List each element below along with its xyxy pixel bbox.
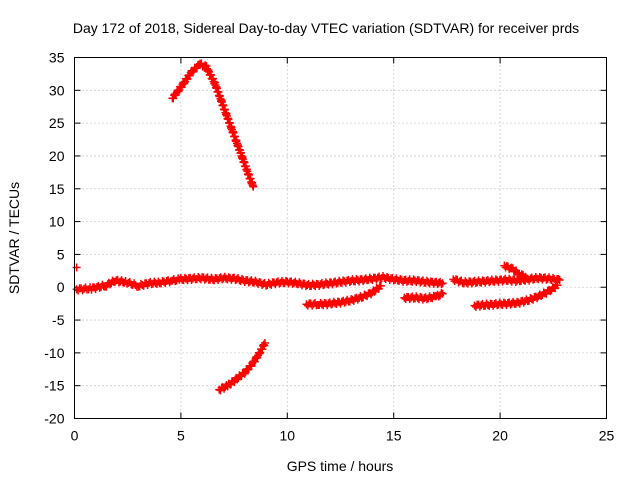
plot-frame: [74, 57, 607, 419]
x-axis-label: GPS time / hours: [287, 458, 394, 474]
x-tick-label: 0: [71, 428, 79, 444]
y-tick-label: 25: [49, 115, 65, 131]
data-point: [376, 281, 385, 290]
axis-ticks: [74, 57, 607, 419]
y-tick-label: 35: [49, 50, 65, 66]
data-point: [555, 276, 564, 285]
y-tick-label: -15: [44, 378, 64, 394]
y-tick-label: 15: [49, 181, 65, 197]
x-tick-label: 10: [280, 428, 296, 444]
x-tick-label: 5: [177, 428, 185, 444]
y-tick-label: -10: [44, 345, 64, 361]
x-tick-label: 15: [386, 428, 402, 444]
x-tick-label: 25: [599, 428, 615, 444]
y-tick-label: 20: [49, 148, 65, 164]
data-point: [260, 339, 269, 348]
x-tick-label: 20: [492, 428, 508, 444]
data-point: [174, 87, 183, 96]
y-tick-label: -5: [52, 312, 65, 328]
y-tick-label: 10: [49, 214, 65, 230]
y-tick-label: 5: [57, 246, 65, 262]
data-points: [72, 59, 564, 395]
data-point: [520, 273, 529, 282]
y-tick-label: 30: [49, 82, 65, 98]
y-axis-label: SDTVAR / TECUs: [6, 182, 22, 294]
y-tick-label: -20: [44, 411, 64, 427]
data-point: [553, 281, 562, 290]
chart-title: Day 172 of 2018, Sidereal Day-to-day VTE…: [73, 20, 579, 36]
data-point: [249, 182, 258, 191]
data-point: [521, 272, 530, 281]
data-point: [72, 263, 81, 272]
grid-lines: [74, 57, 607, 419]
tick-labels: 0 5 10 15 20 25 -20 -15 -10 -5 0 5 10 15 20 25 30 35: [44, 50, 614, 444]
data-point: [438, 289, 447, 298]
data-point: [437, 288, 446, 297]
data-point: [180, 79, 189, 88]
data-point: [438, 279, 447, 288]
data-point: [554, 274, 563, 283]
y-tick-label: 0: [57, 279, 65, 295]
